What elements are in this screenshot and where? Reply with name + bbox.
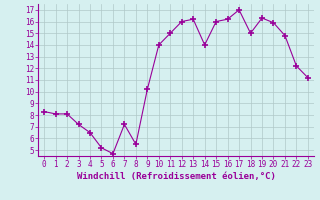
X-axis label: Windchill (Refroidissement éolien,°C): Windchill (Refroidissement éolien,°C) [76, 172, 276, 181]
